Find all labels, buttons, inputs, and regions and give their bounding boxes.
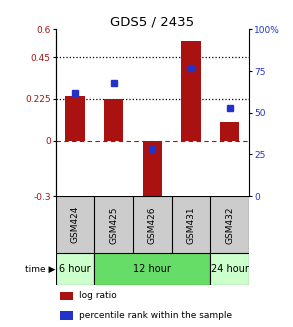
Text: GSM424: GSM424 (71, 206, 79, 243)
Bar (56, 253, 94, 285)
Text: GSM432: GSM432 (225, 206, 234, 244)
Bar (94, 253, 210, 285)
Bar (220, 122, 239, 141)
Bar (143, 141, 162, 202)
Text: 24 hour: 24 hour (211, 264, 249, 274)
Bar (59, 292, 73, 300)
Text: percentile rank within the sample: percentile rank within the sample (79, 311, 232, 320)
Bar (104, 99, 123, 141)
Bar (210, 253, 249, 285)
Bar (181, 41, 201, 141)
Text: 6 hour: 6 hour (59, 264, 91, 274)
Bar (65, 96, 85, 141)
Text: GSM426: GSM426 (148, 206, 157, 244)
Bar (59, 311, 73, 320)
Text: GSM431: GSM431 (187, 206, 195, 244)
Text: GSM425: GSM425 (109, 206, 118, 244)
Text: 12 hour: 12 hour (133, 264, 171, 274)
Title: GDS5 / 2435: GDS5 / 2435 (110, 15, 195, 28)
Text: log ratio: log ratio (79, 291, 117, 301)
Text: time ▶: time ▶ (25, 265, 55, 274)
